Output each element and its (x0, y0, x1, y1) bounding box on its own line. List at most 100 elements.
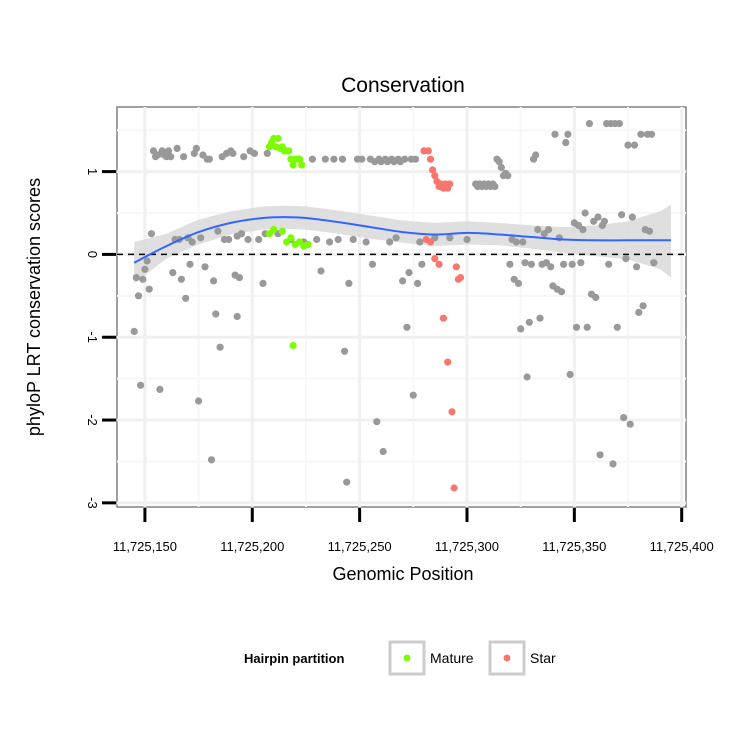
points-star (420, 147, 465, 492)
point-other-17 (167, 153, 175, 161)
points-mature (265, 134, 312, 350)
point-other-123 (506, 260, 514, 268)
point-other-95 (401, 155, 409, 163)
point-star-16 (439, 314, 447, 322)
point-other-85 (379, 447, 387, 456)
point-other-179 (626, 420, 634, 428)
point-other-55 (255, 235, 263, 244)
point-other-23 (180, 153, 188, 161)
point-other-18 (169, 269, 177, 277)
point-other-80 (368, 260, 377, 268)
point-other-171 (609, 460, 617, 468)
point-other-1 (132, 274, 140, 282)
point-other-165 (596, 451, 604, 459)
point-other-127 (514, 279, 523, 287)
point-other-182 (633, 263, 641, 271)
point-other-169 (605, 260, 613, 268)
point-other-176 (620, 414, 628, 422)
point-other-142 (547, 263, 555, 271)
point-other-160 (585, 120, 594, 128)
point-other-151 (566, 370, 574, 379)
point-other-65 (313, 235, 321, 244)
point-other-88 (386, 238, 394, 246)
point-other-73 (343, 478, 351, 486)
point-other-156 (577, 259, 585, 267)
point-other-183 (635, 308, 643, 316)
point-other-44 (225, 235, 233, 244)
point-other-75 (349, 235, 357, 244)
point-other-163 (592, 293, 600, 302)
legend-dot-mature (403, 654, 411, 662)
point-other-37 (210, 277, 218, 285)
point-other-99 (409, 391, 417, 399)
point-other-46 (229, 149, 237, 157)
smooth-curve (133, 216, 671, 264)
point-other-67 (321, 155, 329, 163)
point-other-130 (521, 259, 529, 267)
y-tick-label-1: -2 (85, 414, 100, 426)
point-other-133 (527, 260, 536, 268)
point-star-20 (452, 263, 460, 271)
point-other-5 (141, 265, 149, 273)
point-other-64 (308, 155, 316, 163)
point-other-144 (551, 130, 559, 138)
point-other-8 (147, 230, 155, 238)
point-other-137 (536, 314, 544, 322)
point-other-39 (214, 227, 222, 235)
point-star-11 (446, 180, 454, 188)
point-other-189 (648, 130, 656, 138)
point-star-17 (444, 358, 452, 366)
point-mature-4 (274, 134, 282, 143)
point-other-78 (362, 238, 370, 246)
point-other-94 (399, 277, 407, 285)
point-other-6 (143, 257, 151, 265)
point-star-4 (431, 172, 439, 180)
point-other-71 (338, 155, 347, 163)
point-other-128 (517, 325, 525, 333)
legend: Hairpin partition Mature Star (244, 640, 556, 676)
y-axis-title: phyloP LRT conservation scores (24, 178, 44, 436)
point-star-15 (435, 260, 443, 268)
point-other-103 (418, 260, 426, 268)
point-other-173 (613, 323, 621, 331)
point-other-157 (579, 226, 587, 234)
point-other-26 (186, 260, 194, 268)
point-other-49 (235, 274, 243, 282)
x-tick-label-1: 11,725,200 (220, 539, 284, 554)
point-other-122 (504, 172, 512, 180)
point-other-101 (414, 279, 422, 287)
point-other-56 (259, 279, 267, 287)
legend-dot-star (503, 654, 511, 662)
point-star-14 (431, 255, 439, 263)
point-other-50 (237, 230, 246, 238)
point-star-2 (426, 155, 435, 163)
point-other-36 (207, 456, 216, 464)
point-other-68 (326, 238, 334, 246)
x-tick-label-2: 11,725,250 (328, 539, 392, 554)
y-axis: -3 -2 -1 0 1 (85, 168, 116, 509)
point-star-1 (424, 147, 432, 155)
point-other-33 (201, 263, 209, 271)
point-other-184 (637, 130, 645, 138)
point-other-27 (188, 238, 196, 246)
point-other-132 (525, 318, 533, 326)
point-other-175 (618, 211, 626, 219)
point-other-54 (250, 149, 258, 157)
point-mature-9 (285, 147, 293, 155)
point-other-2 (134, 292, 143, 300)
point-other-69 (330, 155, 338, 163)
x-axis: 11,725,150 11,725,200 11,725,250 11,725,300… (113, 508, 714, 554)
point-other-190 (650, 259, 658, 267)
point-other-52 (244, 235, 252, 244)
point-mature-25 (289, 341, 297, 350)
point-star-18 (448, 408, 456, 416)
point-other-77 (358, 155, 366, 163)
point-other-152 (568, 260, 576, 268)
x-tick-label-4: 11,725,350 (542, 539, 606, 554)
point-other-16 (164, 147, 173, 155)
point-other-100 (411, 155, 420, 163)
point-star-19 (450, 484, 458, 492)
point-other-31 (197, 234, 205, 242)
y-tick-label-4: 1 (85, 168, 100, 175)
legend-label-star: Star (530, 650, 556, 666)
